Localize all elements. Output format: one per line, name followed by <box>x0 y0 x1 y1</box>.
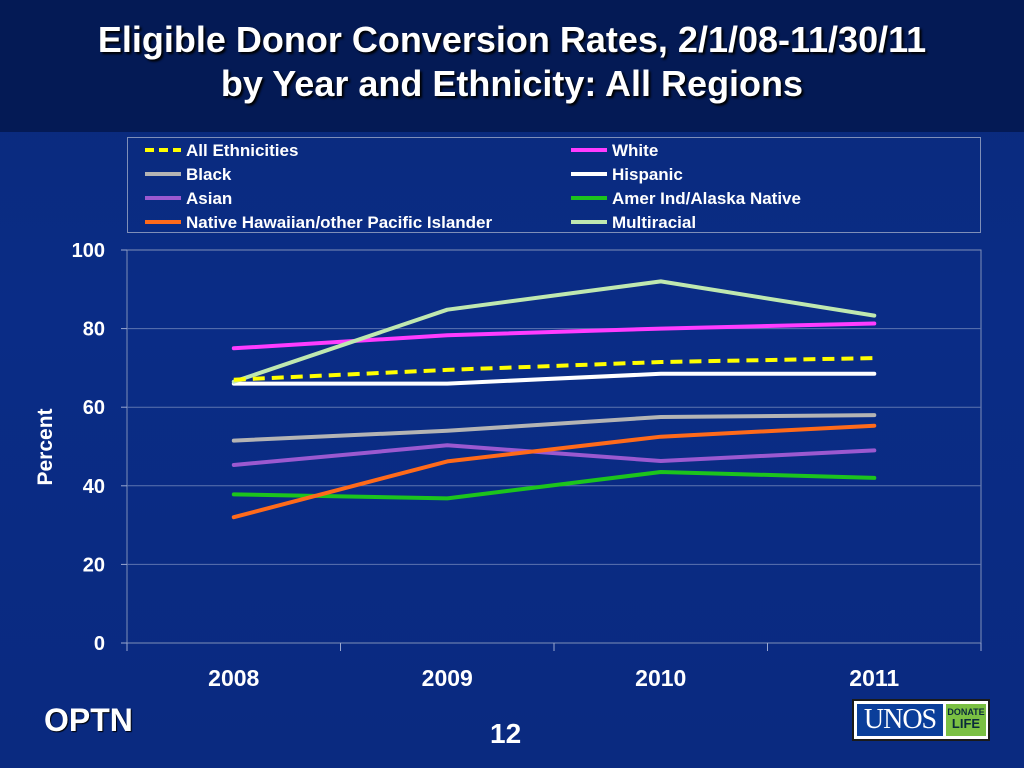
series-line-5 <box>231 470 877 501</box>
title-band <box>0 0 1024 132</box>
legend-label-7: Multiracial <box>612 213 696 232</box>
series-line-7 <box>231 279 877 384</box>
y-tick-label: 80 <box>83 319 105 341</box>
series-line-4 <box>231 443 877 467</box>
y-tick-label: 40 <box>83 476 105 498</box>
x-tick-label: 2008 <box>208 665 259 691</box>
y-tick-label: 100 <box>72 240 105 262</box>
legend-label-0: All Ethnicities <box>186 141 298 160</box>
y-tick-label: 20 <box>83 554 105 576</box>
chart-legend-frame <box>127 137 981 233</box>
series-line-3 <box>231 371 877 386</box>
x-tick-label: 2011 <box>849 665 899 691</box>
legend-label-6: Native Hawaiian/other Pacific Islander <box>186 213 493 232</box>
legend-label-4: Asian <box>186 189 232 208</box>
donate-life-line2: LIFE <box>951 716 981 731</box>
plot-area-frame <box>126 249 982 644</box>
legend-label-1: White <box>612 141 658 160</box>
x-tick-label: 2010 <box>635 665 686 691</box>
legend-label-2: Black <box>186 165 232 184</box>
page-number: 12 <box>490 718 522 749</box>
series-line-2 <box>231 413 877 443</box>
x-tick-label: 2009 <box>422 665 473 691</box>
y-tick-label: 60 <box>83 397 105 419</box>
slide-title-line1: Eligible Donor Conversion Rates, 2/1/08-… <box>97 19 927 60</box>
y-tick-label: 0 <box>94 633 105 655</box>
y-axis-label: Percent <box>34 408 57 485</box>
legend-label-5: Amer Ind/Alaska Native <box>612 189 801 208</box>
donate-life-badge: DONATE LIFE <box>946 704 986 736</box>
unos-logo-text: UNOS <box>857 704 943 736</box>
series-line-1 <box>231 321 877 351</box>
legend-label-3: Hispanic <box>612 165 683 184</box>
donate-life-line1: DONATE <box>947 707 985 717</box>
optn-footer-label: OPTN <box>44 702 133 738</box>
series-line-6 <box>231 423 877 520</box>
slide-title: Eligible Donor Conversion Rates, 2/1/08-… <box>0 18 1024 106</box>
series-line-0 <box>233 356 875 382</box>
slide-title-line2: by Year and Ethnicity: All Regions <box>220 63 804 104</box>
unos-logo: UNOS DONATE LIFE <box>852 699 990 741</box>
